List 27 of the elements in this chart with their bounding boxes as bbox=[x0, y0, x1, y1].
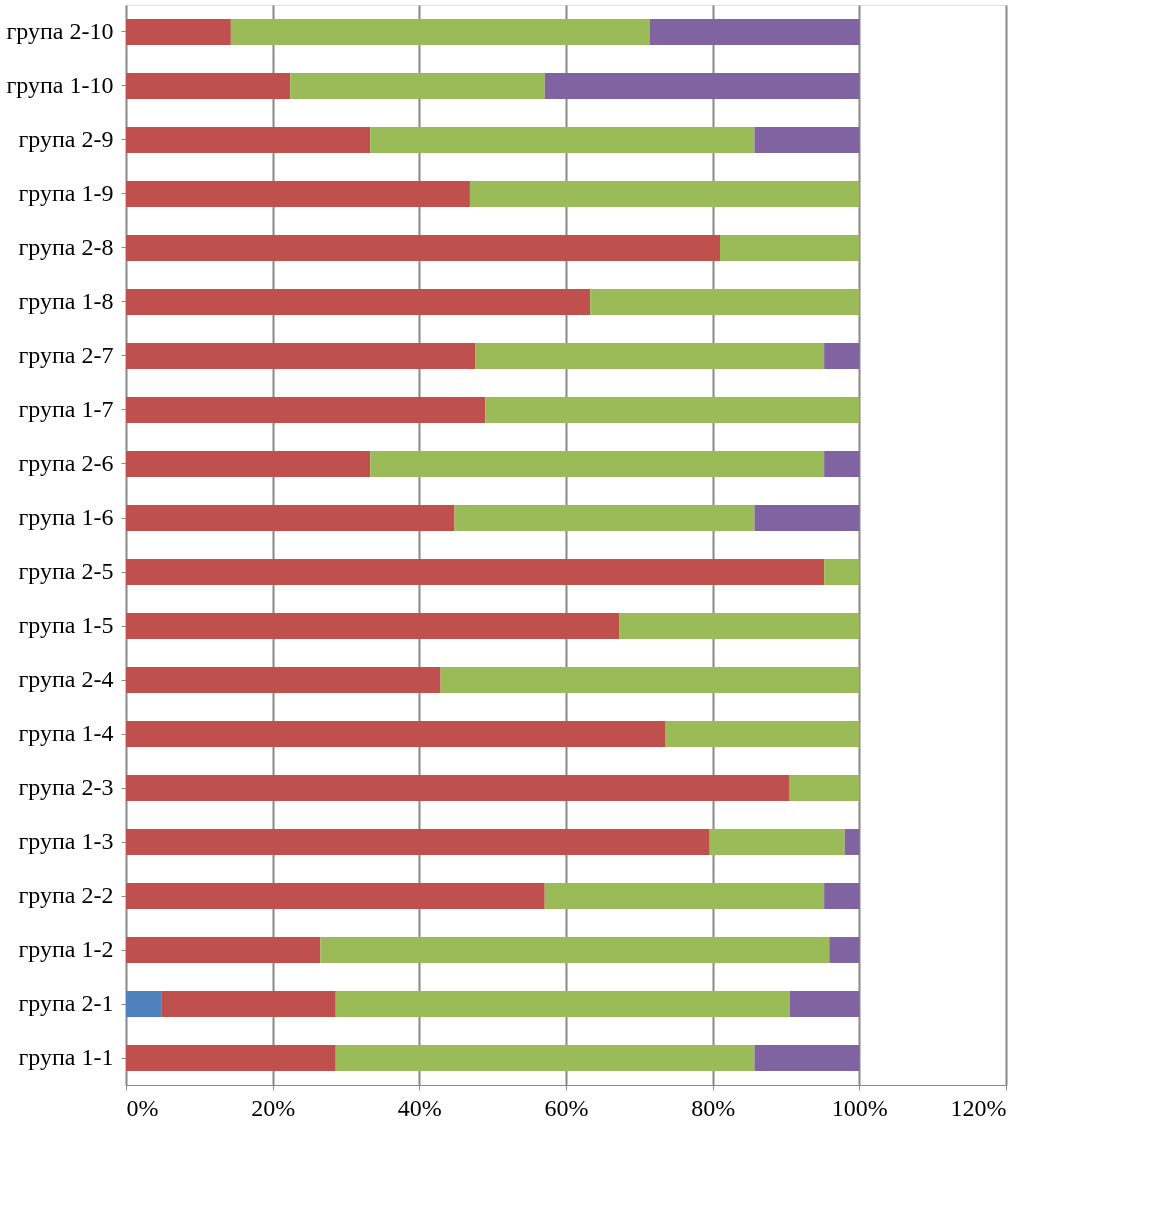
y-tick-label: група 1-9 bbox=[18, 180, 114, 206]
y-tick-label: група 1-6 bbox=[18, 504, 114, 530]
y-tick-label: група 2-5 bbox=[18, 558, 114, 584]
y-tick-label: група 1-4 bbox=[18, 720, 114, 746]
y-tick-label: група 2-3 bbox=[18, 774, 114, 800]
y-tick-label: група 2-4 bbox=[18, 666, 114, 692]
y-tick-label: група 2-6 bbox=[18, 450, 114, 476]
x-tick-label: 100% bbox=[831, 1094, 888, 1121]
y-tick-label: група 1-5 bbox=[18, 612, 114, 638]
y-tick-label: група 2-10 bbox=[6, 18, 114, 44]
x-tick-label: 40% bbox=[397, 1094, 442, 1121]
y-tick-label: група 2-1 bbox=[18, 990, 114, 1016]
x-tick-label: 60% bbox=[544, 1094, 589, 1121]
y-tick-label: група 1-1 bbox=[18, 1044, 114, 1070]
x-tick-label: 80% bbox=[691, 1094, 736, 1121]
y-tick-label: група 1-2 bbox=[18, 936, 114, 962]
x-tick-label: 20% bbox=[251, 1094, 296, 1121]
y-tick-label: група 2-2 bbox=[18, 882, 114, 908]
x-tick-label: 120% bbox=[950, 1094, 1007, 1121]
y-tick-label: група 2-8 bbox=[18, 234, 114, 260]
x-tick-label: 0% bbox=[126, 1094, 159, 1121]
y-tick-label: група 1-8 bbox=[18, 288, 114, 314]
y-tick-label: група 2-9 bbox=[18, 126, 114, 152]
y-tick-label: група 2-7 bbox=[18, 342, 114, 368]
y-tick-label: група 1-10 bbox=[6, 72, 114, 98]
y-tick-label: група 1-7 bbox=[18, 396, 114, 422]
y-tick-label: група 1-3 bbox=[18, 828, 114, 854]
